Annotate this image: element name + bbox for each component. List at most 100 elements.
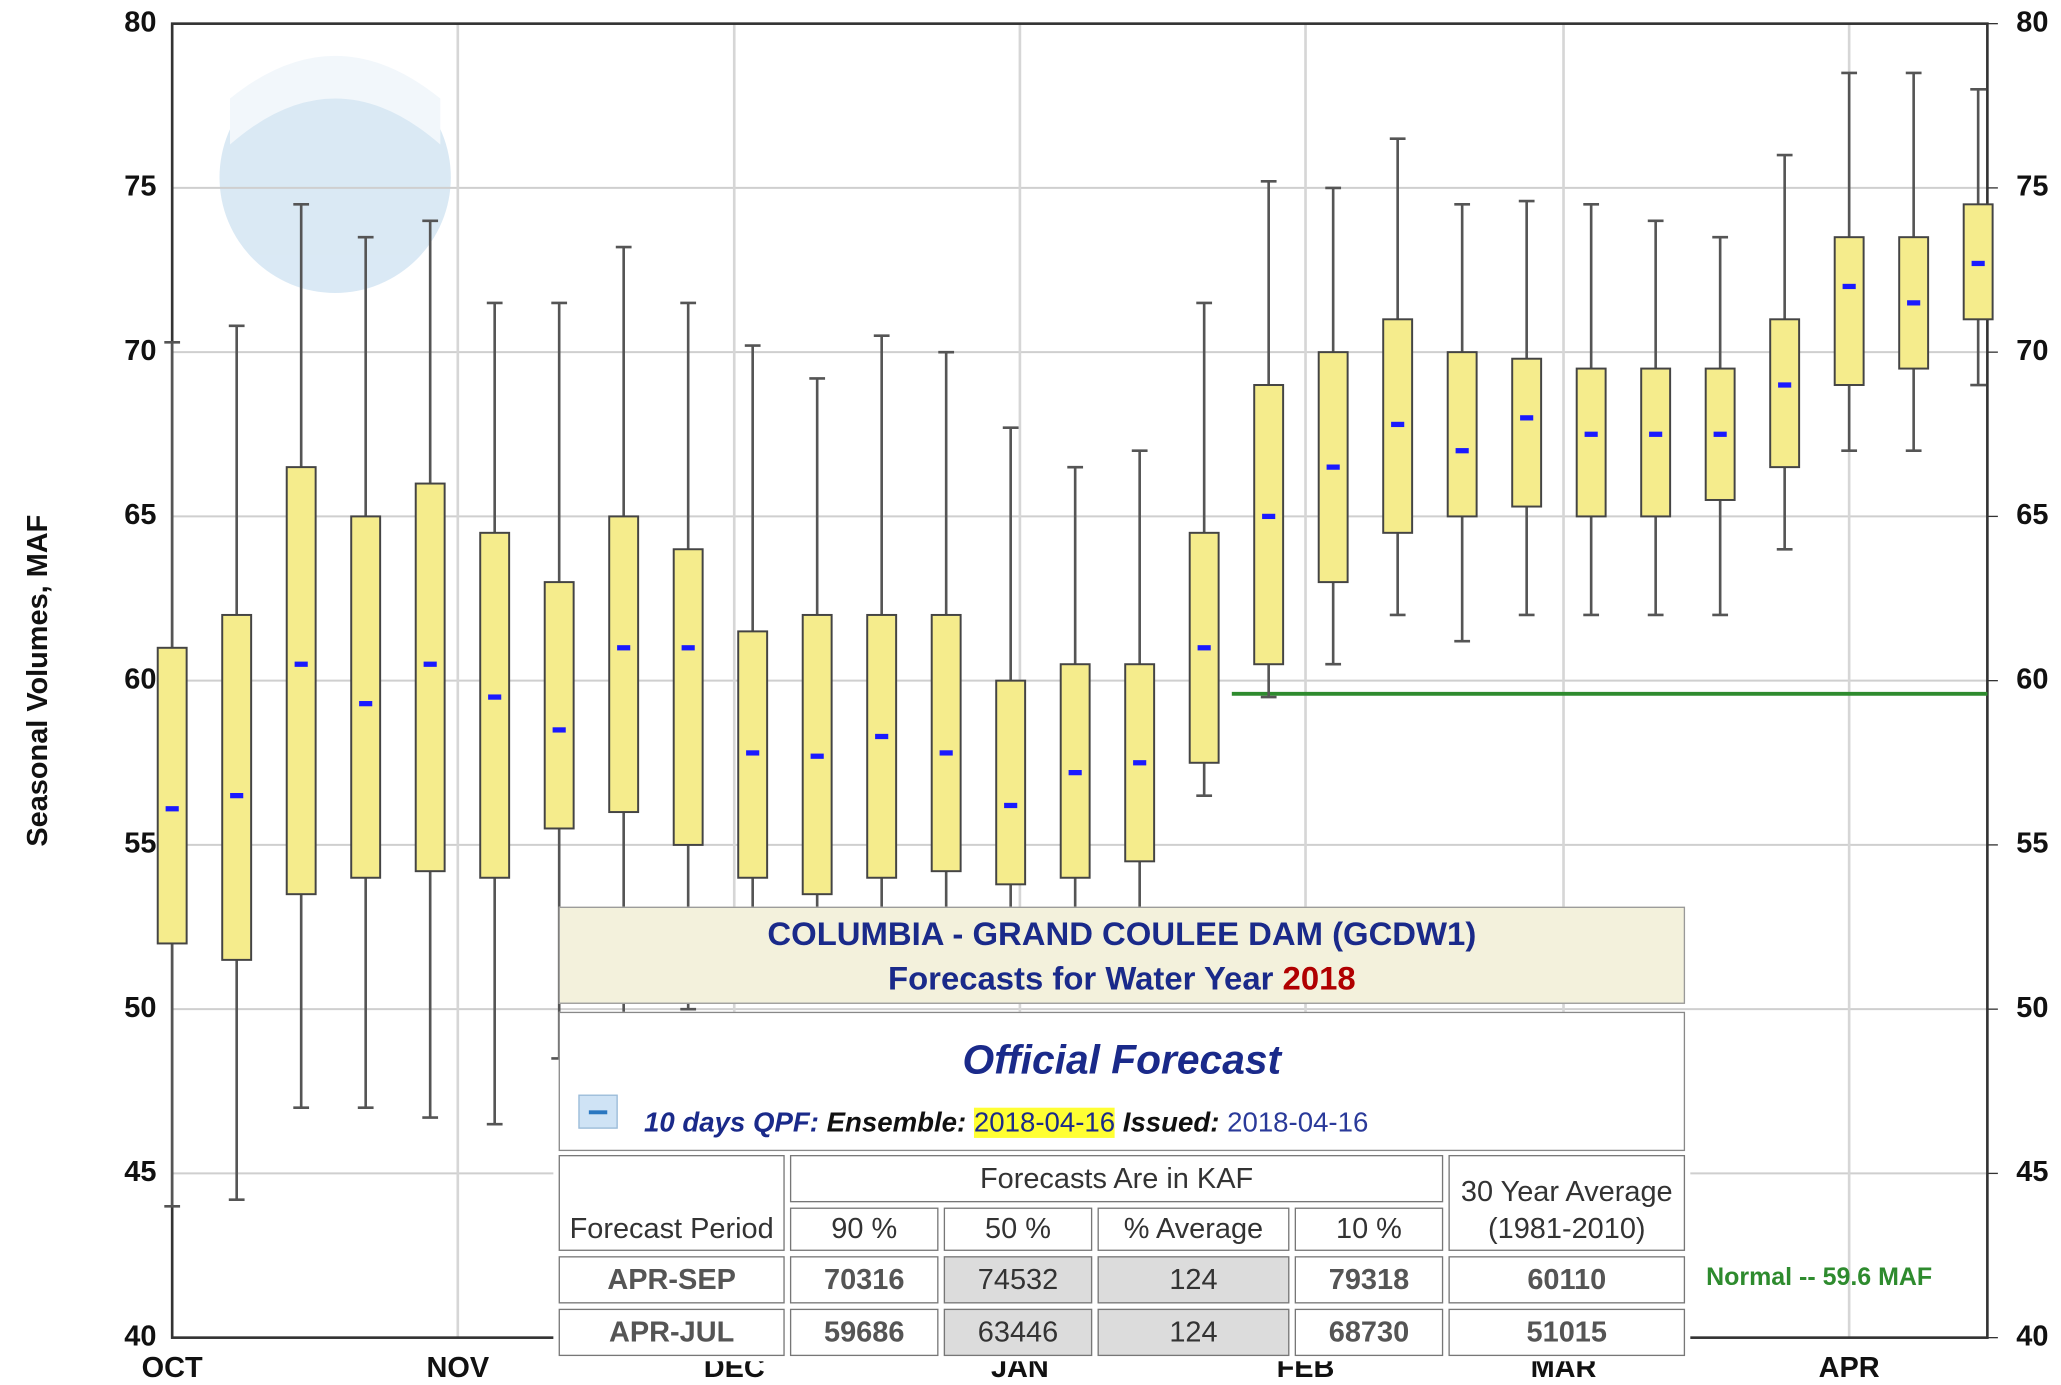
header-cell: Forecasts Are in KAF — [789, 1155, 1444, 1203]
box-group — [1640, 219, 1672, 617]
box — [1833, 236, 1865, 386]
panel-title: COLUMBIA - GRAND COULEE DAM (GCDW1) — [767, 915, 1477, 953]
box — [995, 679, 1027, 886]
x-tick-label: NOV — [426, 1352, 489, 1384]
y-tick-label: 45 — [124, 1156, 156, 1188]
table-cell: APR-JUL — [558, 1308, 785, 1357]
table-cell: 124 — [1097, 1308, 1290, 1357]
box — [866, 613, 898, 879]
y2-tick-label: 50 — [2016, 992, 2048, 1024]
box-group — [1511, 199, 1543, 617]
ensemble-date: 2018-04-16 — [973, 1107, 1116, 1138]
box — [479, 531, 511, 879]
subtitle: Forecasts for Water Year — [888, 960, 1274, 998]
header-cell: 10 % — [1294, 1207, 1444, 1251]
header-cell: 50 % — [943, 1207, 1093, 1251]
box — [156, 646, 188, 945]
y2-tick-label: 80 — [2016, 6, 2048, 38]
box-group — [1833, 71, 1865, 453]
box-group — [1704, 235, 1736, 617]
forecast-panel: COLUMBIA - GRAND COULEE DAM (GCDW1) Fore… — [553, 906, 1691, 1362]
x-tick-label: APR — [1819, 1352, 1880, 1384]
collapse-button[interactable] — [578, 1094, 618, 1129]
table-cell: 51015 — [1448, 1308, 1686, 1357]
box-group — [995, 426, 1027, 945]
table-row: APR-SEP 70316 74532 124 79318 60110 — [558, 1256, 1686, 1304]
box-group — [1898, 71, 1930, 453]
y-tick-label: 65 — [124, 499, 156, 531]
y-tick-label: 40 — [124, 1320, 156, 1352]
box-group — [221, 324, 253, 1201]
issued-date: 2018-04-16 — [1227, 1107, 1369, 1138]
table-cell: 124 — [1097, 1256, 1290, 1304]
header-cell: 30 Year Average (1981-2010) — [1448, 1155, 1686, 1251]
x-tick-label: OCT — [142, 1352, 203, 1384]
section-title: Official Forecast — [962, 1036, 1282, 1083]
forecast-table: Forecast Period Forecasts Are in KAF 30 … — [553, 1149, 1691, 1362]
box-group — [1769, 153, 1801, 551]
box — [285, 466, 317, 896]
table-cell: 79318 — [1294, 1256, 1444, 1304]
table-cell: 68730 — [1294, 1308, 1444, 1357]
y-tick-label: 80 — [124, 6, 156, 38]
box — [1769, 318, 1801, 469]
y2-tick-label: 75 — [2016, 171, 2048, 203]
box-group — [801, 377, 833, 945]
y2-tick-label: 60 — [2016, 663, 2048, 695]
box-group — [1317, 186, 1349, 666]
table-row: APR-JUL 59686 63446 124 68730 51015 — [558, 1308, 1686, 1357]
box — [1575, 367, 1607, 518]
table-cell: 70316 — [789, 1256, 939, 1304]
box-group — [1124, 449, 1156, 912]
table-cell: APR-SEP — [558, 1256, 785, 1304]
noaa-logo — [219, 55, 451, 294]
table-cell: 60110 — [1448, 1256, 1686, 1304]
qpf-line: 10 days QPF: Ensemble: 2018-04-16 Issued… — [644, 1107, 1369, 1140]
y-tick-label: 55 — [124, 828, 156, 860]
box — [1446, 351, 1478, 518]
box-group — [350, 235, 382, 1110]
box-group — [285, 203, 317, 1110]
box-group — [737, 344, 769, 945]
y2-tick-label: 45 — [2016, 1156, 2048, 1188]
issued-label: Issued: — [1122, 1107, 1220, 1138]
box-group — [1059, 465, 1091, 929]
box-group — [414, 219, 446, 1119]
box — [350, 515, 382, 879]
box-group — [1575, 203, 1607, 617]
box-group — [930, 350, 962, 945]
box-group — [1962, 88, 1994, 387]
box-group — [866, 334, 898, 945]
normal-label: Normal -- 59.6 MAF — [1706, 1263, 1932, 1291]
ensemble-label: Ensemble: — [826, 1107, 967, 1138]
box — [221, 613, 253, 961]
table-cell: 63446 — [943, 1308, 1093, 1357]
header-cell: % Average — [1097, 1207, 1290, 1251]
box-group — [156, 340, 188, 1208]
box-group — [1382, 137, 1414, 617]
box-group — [1188, 301, 1220, 797]
forecast-box: Official Forecast 10 days QPF: Ensemble:… — [558, 1011, 1686, 1152]
box-group — [1446, 203, 1478, 643]
box — [930, 613, 962, 873]
qpf-label: 10 days QPF: — [644, 1107, 819, 1138]
box — [414, 482, 446, 873]
y2-tick-label: 65 — [2016, 499, 2048, 531]
box — [1253, 384, 1285, 666]
header-cell: Forecast Period — [558, 1155, 785, 1251]
panel-subtitle: Forecasts for Water Year 2018 — [560, 957, 1684, 1002]
table-cell: 74532 — [943, 1256, 1093, 1304]
box-group — [479, 301, 511, 1126]
header-cell: 90 % — [789, 1207, 939, 1251]
box-group — [672, 301, 704, 1011]
panel-header: COLUMBIA - GRAND COULEE DAM (GCDW1) Fore… — [558, 906, 1686, 1004]
y2-tick-label: 55 — [2016, 828, 2048, 860]
y-axis-label: Seasonal Volumes, MAF — [22, 515, 54, 847]
box — [672, 548, 704, 846]
box-group — [1253, 180, 1285, 699]
box — [1511, 357, 1543, 508]
box — [543, 581, 575, 830]
y2-tick-label: 40 — [2016, 1320, 2048, 1352]
